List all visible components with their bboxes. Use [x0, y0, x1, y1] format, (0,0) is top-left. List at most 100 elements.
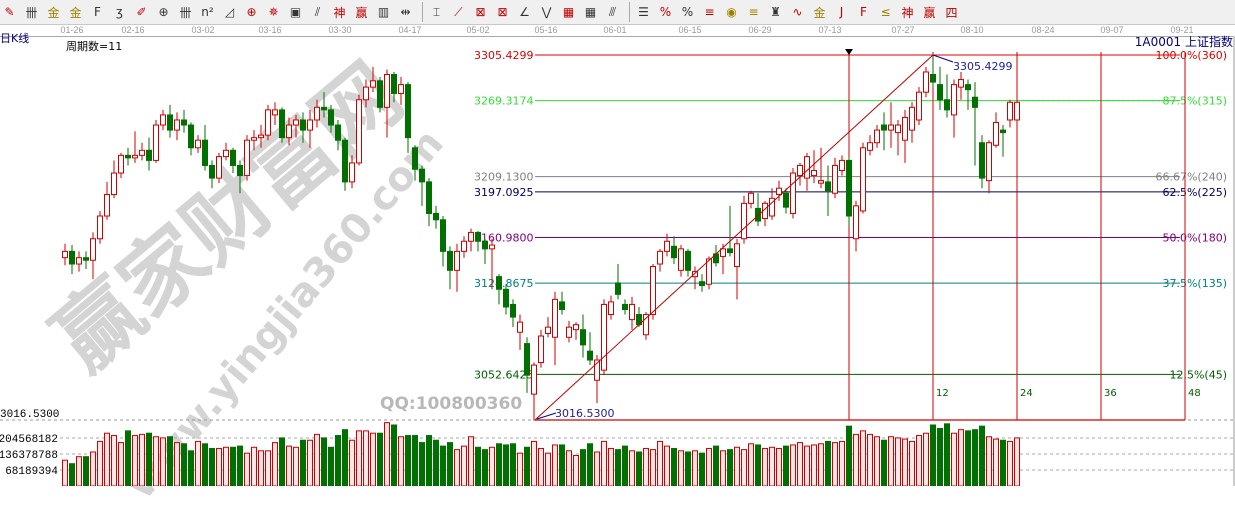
- triangle-icon[interactable]: ◿: [224, 5, 235, 19]
- volume-bar: [314, 433, 320, 486]
- volume-bar: [993, 438, 999, 486]
- date-tick: 09-21: [1170, 25, 1194, 35]
- volume-bar: [629, 450, 635, 486]
- four-fan-icon[interactable]: 四: [945, 5, 958, 20]
- candle-up: [461, 240, 467, 252]
- candle-up: [286, 124, 292, 139]
- candle-up: [545, 326, 551, 334]
- volume-bar: [671, 447, 677, 486]
- volume-bar: [909, 440, 915, 486]
- candle-up: [251, 137, 257, 141]
- volume-bar: [69, 463, 75, 486]
- candle-down: [433, 212, 439, 221]
- volume-bar: [363, 430, 369, 486]
- candlestick-chart[interactable]: 204568182 136378788 68189394 3016.5300 3305.…: [0, 0, 1235, 486]
- percent-lines-icon[interactable]: ≡: [704, 5, 715, 19]
- fibo-time-icon[interactable]: ☰: [638, 5, 649, 19]
- grid-2-icon[interactable]: ▦: [584, 5, 597, 19]
- candle-up: [678, 248, 684, 271]
- volume-bar: [300, 439, 306, 486]
- box-grid-icon[interactable]: ▣: [289, 5, 302, 19]
- j-fan-icon[interactable]: J: [839, 5, 844, 19]
- sine-wave-icon[interactable]: ∿: [792, 5, 803, 19]
- fan-icon[interactable]: ⟋: [454, 4, 463, 19]
- fib-percent-label: 66.67%(240): [1155, 171, 1227, 184]
- grid-icon[interactable]: ▦: [562, 5, 575, 19]
- fib-price-label: 3209.1300: [474, 171, 534, 184]
- angle-icon[interactable]: ∠: [519, 5, 530, 19]
- spiral-icon[interactable]: ʒ: [116, 5, 123, 19]
- volume-bar: [713, 445, 719, 486]
- god-lines-icon[interactable]: 神: [333, 5, 346, 20]
- cycle-number: 36: [1104, 388, 1117, 399]
- volume-bar: [265, 450, 271, 486]
- volume-bar: [97, 440, 103, 486]
- wave-icon[interactable]: ⋁: [541, 5, 552, 19]
- candle-up: [657, 250, 663, 265]
- candle-down: [328, 109, 334, 126]
- date-tick: 06-29: [748, 25, 772, 35]
- percent-fan-icon[interactable]: %: [659, 5, 672, 19]
- box-ruler-icon[interactable]: ⌶: [432, 4, 441, 19]
- tower-icon[interactable]: ♜: [770, 5, 781, 19]
- volume-bar: [692, 450, 698, 486]
- volume-bar: [566, 450, 572, 486]
- win-fan-icon[interactable]: 赢: [923, 5, 936, 20]
- f-fan-icon[interactable]: F: [860, 5, 867, 19]
- range-arrow-icon[interactable]: ⇹: [400, 5, 411, 19]
- gann-box-icon[interactable]: ⊠: [475, 5, 486, 19]
- volume-bar: [748, 443, 754, 486]
- candle-up: [734, 243, 740, 268]
- candle-up: [664, 240, 670, 252]
- swing-high-pointer: [932, 54, 954, 63]
- star-target-icon[interactable]: ✵: [268, 5, 279, 19]
- win-lines-icon[interactable]: 赢: [355, 5, 368, 20]
- vertical-lines-icon[interactable]: 卌: [25, 5, 38, 20]
- angle-lines-icon[interactable]: ⫽: [314, 4, 321, 19]
- fib-price-label: 3160.9800: [474, 231, 534, 244]
- date-tick: 01-26: [60, 25, 84, 35]
- pen-icon[interactable]: ✎: [4, 5, 15, 19]
- period-type-label[interactable]: 日K线: [0, 32, 30, 45]
- candle-down: [965, 84, 971, 91]
- gann-grid-icon[interactable]: ⊠: [497, 5, 508, 19]
- candle-up: [90, 238, 96, 261]
- volume-bar: [286, 445, 292, 486]
- gold-split-icon[interactable]: 金: [47, 5, 60, 20]
- n2-lines-icon[interactable]: n²: [201, 5, 214, 19]
- gold-split-2-icon[interactable]: 金: [69, 5, 82, 20]
- volume-bar: [517, 452, 523, 486]
- crosshair-icon[interactable]: ⊕: [246, 5, 257, 19]
- candle-down: [419, 168, 425, 183]
- candle-down: [202, 139, 208, 166]
- volume-bar: [888, 436, 894, 486]
- volume-bar: [846, 425, 852, 486]
- god-fan-icon[interactable]: 神: [901, 5, 914, 20]
- volume-bar: [195, 440, 201, 486]
- gold-box-icon[interactable]: 金: [813, 5, 826, 20]
- candle-down: [69, 250, 75, 265]
- volume-bar: [244, 452, 250, 486]
- gold-circle-icon[interactable]: ◉: [726, 5, 737, 19]
- f-lines-icon[interactable]: F: [94, 5, 101, 19]
- toolbar-separator: [629, 2, 630, 22]
- parallel-icon[interactable]: ⫻: [608, 4, 617, 19]
- gold-lines-icon[interactable]: ≡: [748, 5, 759, 19]
- bars-grid-icon[interactable]: ▥: [377, 5, 390, 19]
- volume-bar: [587, 443, 593, 486]
- volume-bar: [90, 451, 96, 486]
- volume-bar: [811, 444, 817, 486]
- percent-icon[interactable]: %: [681, 5, 694, 19]
- fib-price-label: 3269.3174: [474, 95, 534, 108]
- cycle-lines-icon[interactable]: 卌: [179, 5, 192, 20]
- volume-bar: [370, 432, 376, 486]
- candle-down: [524, 343, 530, 376]
- volume-bar: [160, 437, 166, 486]
- candle-up: [594, 359, 600, 381]
- volume-bar: [755, 444, 761, 486]
- fib-price-label: 3052.6425: [474, 368, 534, 381]
- volume-bar: [167, 436, 173, 486]
- circle-cycle-icon[interactable]: ⊕: [158, 5, 169, 19]
- gold-fan-icon[interactable]: ≤: [880, 5, 891, 19]
- pen-ruler-icon[interactable]: ✐: [136, 5, 147, 19]
